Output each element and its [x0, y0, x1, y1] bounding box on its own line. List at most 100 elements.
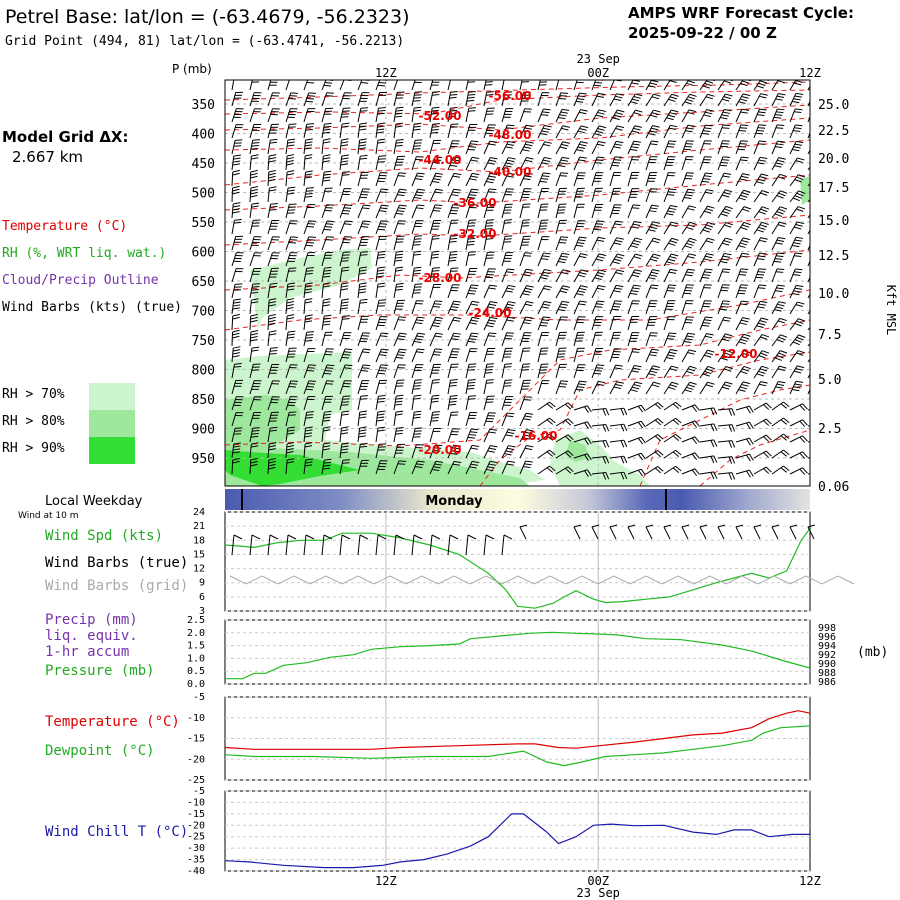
wind-barb — [753, 466, 772, 475]
wind-barb — [483, 445, 498, 459]
wind-barb — [447, 90, 458, 107]
wind-barb — [645, 253, 661, 267]
wind-barb — [447, 460, 462, 475]
wind-barb — [699, 221, 715, 235]
wind-barb — [681, 156, 694, 171]
panel-tick-label: -5 — [193, 692, 205, 703]
rh-scale-swatch — [89, 437, 135, 464]
wind-barb — [771, 401, 790, 411]
wind-barb — [339, 138, 349, 155]
wind-barb — [789, 268, 803, 283]
rh-scale-swatch — [89, 410, 135, 437]
wind-barb — [465, 363, 477, 379]
wind-barb — [807, 166, 810, 171]
wind-barb — [321, 187, 333, 203]
wind-barb — [393, 316, 407, 331]
wind-barb — [501, 188, 514, 203]
wind-barb — [699, 381, 715, 395]
wind-barb — [231, 80, 235, 91]
wind-barb — [771, 433, 790, 443]
wind-barb — [375, 394, 386, 411]
rh-scale-label: RH > 80% — [2, 414, 65, 429]
panel-legend-label: Wind Chill T (°C) — [45, 824, 188, 840]
wind-barb — [447, 234, 458, 251]
wind-barb — [627, 332, 640, 347]
wind-barb — [555, 203, 567, 219]
legend-item: Temperature (°C) — [2, 219, 127, 234]
wind-barb — [573, 469, 592, 477]
wind-barb — [303, 364, 317, 379]
wind-barb — [717, 205, 733, 219]
wind-barb — [483, 316, 498, 331]
wind-barb — [231, 252, 244, 267]
wind-barb — [465, 188, 479, 203]
wind-barb — [393, 348, 407, 363]
wind-barb — [771, 365, 787, 379]
wind-barb — [771, 465, 790, 475]
wind-barb — [267, 138, 278, 155]
wind-barb — [339, 410, 350, 427]
surface-wind-barb — [339, 534, 351, 556]
wind-barb — [285, 411, 297, 427]
wind-barb — [717, 424, 736, 432]
wind-barb — [681, 468, 700, 476]
panel-legend-label: Pressure (mb) — [45, 663, 155, 679]
wind-barb — [789, 140, 804, 155]
wind-barb — [645, 237, 661, 251]
wind-barb — [717, 349, 733, 363]
wind-barb — [393, 250, 404, 267]
height-ticks: 25.0 22.5 20.0 17.5 15.0 12.5 10.0 7.5 5.0 2.5 0.0… — [818, 98, 849, 495]
wind-barb — [555, 219, 567, 235]
isotherm-line — [225, 81, 810, 101]
wind-barb — [807, 457, 810, 459]
wind-barb — [447, 284, 460, 299]
wind-barb — [501, 428, 516, 443]
wind-barb — [411, 266, 422, 283]
isotherm-line — [225, 289, 810, 331]
isotherm-line — [225, 139, 810, 186]
wind-barb — [627, 316, 640, 331]
panel-tick-label: -15 — [187, 734, 205, 745]
wind-barb — [501, 140, 516, 155]
wind-barb — [249, 219, 261, 235]
wind-barb — [609, 125, 625, 139]
wind-barb — [375, 379, 387, 395]
wind-barb — [375, 204, 389, 219]
surface-wind-barb — [681, 524, 690, 540]
wind-barb — [411, 379, 423, 395]
wind-barb — [627, 172, 640, 187]
wind-barb — [591, 204, 604, 219]
wind-barb — [303, 282, 313, 299]
panel-right-tick-label: 996 — [818, 632, 836, 643]
wind-barb — [735, 300, 749, 315]
pressure-tick-label: 900 — [192, 423, 215, 438]
wind-barb — [591, 300, 605, 315]
panel-tick-label: 15 — [193, 549, 205, 560]
wind-barb — [375, 332, 389, 347]
wind-barb — [573, 141, 588, 155]
wind-barb — [447, 411, 459, 427]
wind-barb — [699, 349, 715, 363]
wind-barb — [483, 428, 498, 443]
wind-barb — [789, 236, 804, 251]
wind-barb — [537, 269, 552, 283]
wind-barb — [519, 235, 531, 251]
pressure-tick-label: 350 — [192, 98, 215, 113]
wind-barb — [609, 423, 628, 432]
surface-wind-barb — [357, 534, 369, 556]
surface-wind-barb — [717, 524, 726, 540]
wind-barb — [429, 172, 444, 187]
time-tick-label: 12Z — [799, 66, 821, 80]
wind-barb — [771, 317, 787, 331]
wind-barb — [717, 381, 733, 395]
wind-barb — [465, 251, 477, 267]
wind-barb — [627, 220, 642, 235]
wind-barb — [249, 268, 262, 283]
wind-barb — [591, 236, 606, 251]
wind-barb — [231, 379, 243, 395]
wind-barb — [627, 237, 643, 251]
panel-legend-label: Wind Spd (kts) — [45, 528, 163, 544]
wind-barb — [339, 251, 351, 267]
wind-barb — [285, 236, 299, 251]
wind-barb — [735, 268, 749, 283]
